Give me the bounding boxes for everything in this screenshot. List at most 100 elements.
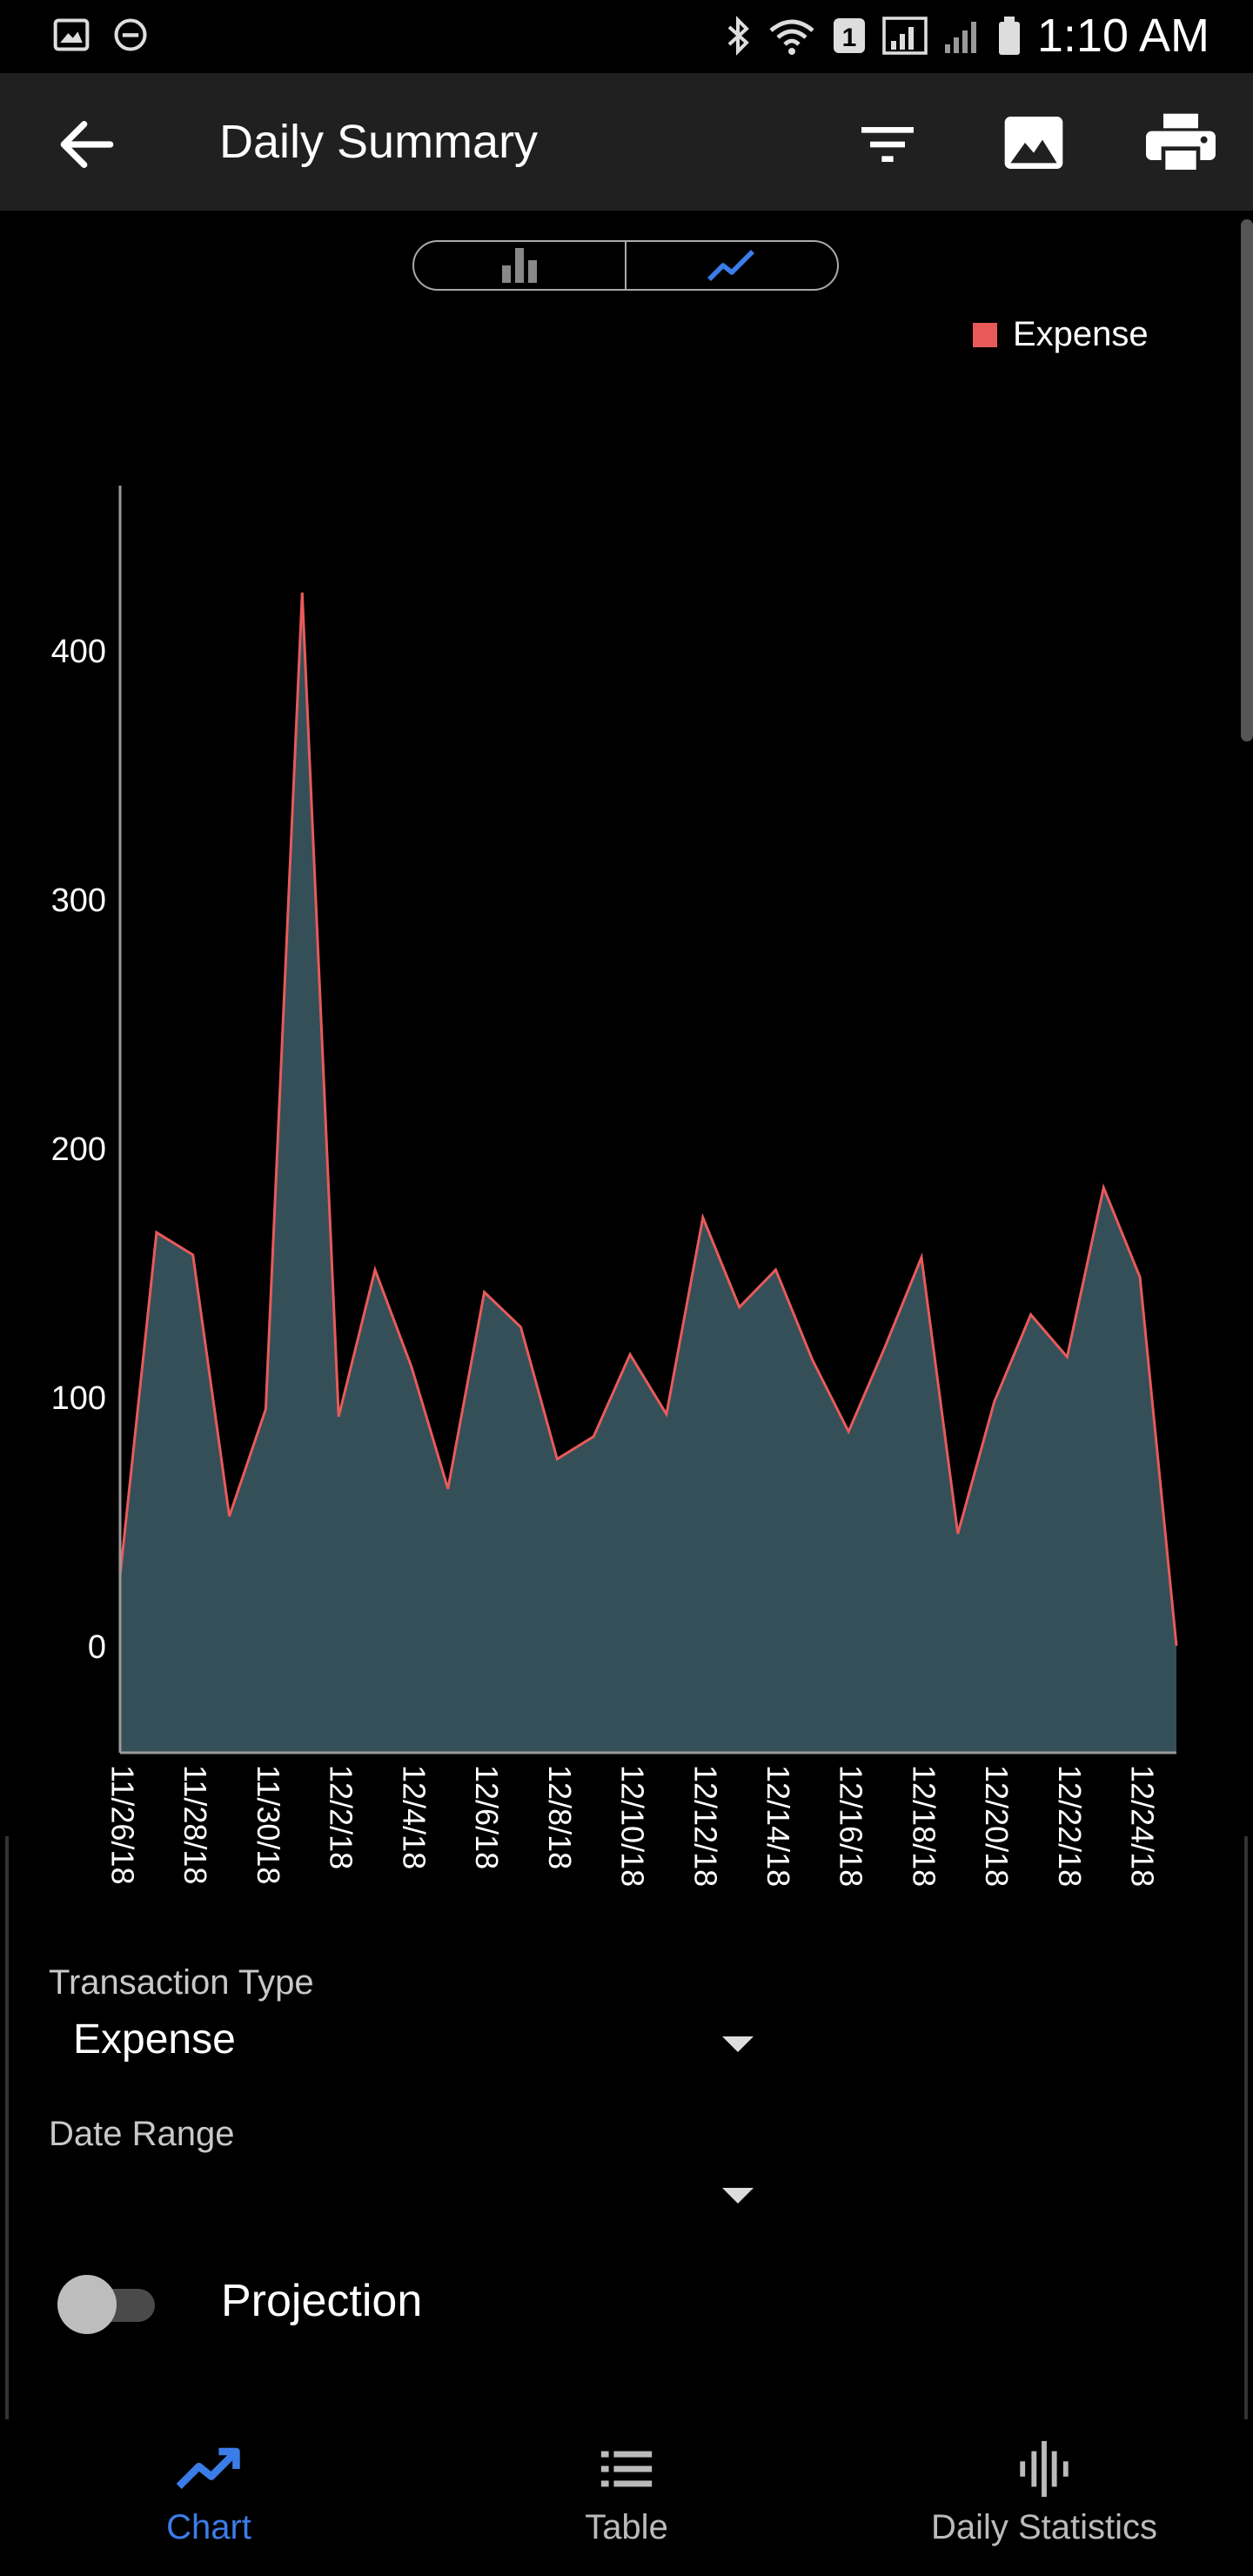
filter-button[interactable] <box>853 110 922 179</box>
arrow-left-icon <box>60 121 114 168</box>
x-tick-label: 12/20/18 <box>979 1765 1015 1887</box>
data-point <box>1176 1645 1177 1647</box>
projection-switch[interactable] <box>57 2271 158 2334</box>
bar-chart-icon <box>502 248 537 283</box>
bar-chart-toggle[interactable] <box>414 242 625 289</box>
y-tick-label: 100 <box>51 1380 106 1417</box>
x-tick-label: 11/26/18 <box>104 1765 140 1884</box>
data-point <box>447 1488 449 1490</box>
y-tick-label: 400 <box>51 634 106 670</box>
bluetooth-icon <box>727 16 749 56</box>
x-tick-label: 12/18/18 <box>906 1765 941 1887</box>
x-tick-label: 12/10/18 <box>615 1765 651 1887</box>
bottom-navigation: Chart Table Daily Statistics <box>0 2419 1253 2576</box>
data-point <box>374 1269 376 1271</box>
chevron-down-icon <box>722 2188 754 2204</box>
data-point <box>484 1291 486 1293</box>
x-tick-label: 12/6/18 <box>469 1765 505 1869</box>
nav-item-daily-statistics[interactable]: Daily Statistics <box>835 2419 1253 2576</box>
back-button[interactable] <box>52 110 122 179</box>
right-edge-rule <box>1244 1836 1248 2428</box>
status-notifications <box>52 16 150 54</box>
expense-area <box>120 593 1176 1753</box>
status-system: 1 1:10 AM <box>724 9 1209 63</box>
battery-icon <box>998 17 1020 55</box>
transaction-type-select[interactable]: Expense <box>49 2007 766 2076</box>
chart-type-toggle <box>412 240 839 291</box>
data-point <box>921 1257 922 1258</box>
x-tick-label: 11/30/18 <box>251 1765 286 1884</box>
signal-icon <box>882 17 928 55</box>
data-point <box>1030 1314 1032 1316</box>
switch-knob <box>57 2275 117 2334</box>
data-point <box>775 1269 776 1271</box>
save-image-button[interactable] <box>999 108 1069 178</box>
printer-icon <box>1146 113 1216 174</box>
data-point <box>1139 1277 1141 1278</box>
nav-label-table: Table <box>585 2508 668 2546</box>
data-point <box>520 1326 521 1328</box>
nav-label-chart: Chart <box>166 2508 251 2546</box>
data-point <box>994 1401 995 1403</box>
app-bar: Daily Summary <box>0 73 1253 211</box>
data-point <box>338 1416 339 1418</box>
status-bar: 1 1:10 AM <box>0 0 1253 73</box>
data-point <box>265 1408 266 1410</box>
sim-badge-icon: 1 <box>833 18 865 53</box>
x-tick-label: 12/4/18 <box>396 1765 432 1869</box>
data-point <box>301 592 303 594</box>
page-title: Daily Summary <box>219 116 539 168</box>
data-point <box>1066 1356 1068 1358</box>
x-tick-label: 12/12/18 <box>687 1765 723 1887</box>
gallery-notification-icon <box>53 18 90 51</box>
area-chart: 0 100 200 300 400 11/26/18 11/28/18 11/30/18 12/… <box>51 486 1178 1887</box>
data-point <box>739 1306 740 1308</box>
data-point <box>811 1358 813 1360</box>
list-icon <box>600 2451 653 2487</box>
x-tick-label: 11/28/18 <box>178 1765 213 1884</box>
transaction-type-label: Transaction Type <box>49 1963 314 2002</box>
data-point <box>1102 1187 1104 1189</box>
print-button[interactable] <box>1142 108 1220 178</box>
data-point <box>156 1231 157 1233</box>
nav-item-chart[interactable]: Chart <box>0 2419 418 2576</box>
x-tick-label: 12/16/18 <box>834 1765 869 1887</box>
waveform-icon <box>1020 2440 1069 2498</box>
filter-icon <box>861 127 914 162</box>
projection-label: Projection <box>221 2276 423 2326</box>
y-tick-label: 300 <box>51 882 106 919</box>
y-tick-label: 200 <box>51 1131 106 1168</box>
data-point <box>884 1346 886 1348</box>
scrollbar-thumb[interactable] <box>1241 219 1253 741</box>
x-tick-label: 12/22/18 <box>1052 1765 1088 1887</box>
trending-up-icon <box>176 2447 240 2490</box>
wifi-icon <box>769 19 814 55</box>
x-tick-label: 12/24/18 <box>1125 1765 1161 1887</box>
data-point <box>229 1515 231 1517</box>
date-range-select[interactable] <box>49 2158 766 2228</box>
signal-secondary-icon <box>944 22 976 53</box>
line-chart-icon <box>707 250 754 281</box>
data-point <box>411 1366 412 1368</box>
line-chart-toggle[interactable] <box>625 242 837 289</box>
nav-item-table[interactable]: Table <box>418 2419 835 2576</box>
left-edge-rule <box>5 1836 9 2428</box>
sim-badge-number: 1 <box>842 23 857 52</box>
nav-label-daily-statistics: Daily Statistics <box>930 2508 1158 2546</box>
legend-swatch-expense <box>973 322 997 347</box>
x-tick-label: 12/2/18 <box>324 1765 359 1869</box>
image-icon <box>1004 117 1063 169</box>
expense-line <box>118 592 1178 1647</box>
x-tick-label: 12/8/18 <box>542 1765 578 1869</box>
chevron-down-icon <box>722 2036 754 2052</box>
y-tick-label: 0 <box>88 1629 106 1666</box>
data-point <box>593 1436 594 1438</box>
date-range-label: Date Range <box>49 2115 235 2153</box>
legend-label-expense: Expense <box>1013 315 1149 353</box>
do-not-disturb-icon <box>114 18 147 51</box>
chart-legend: Expense <box>973 315 1149 354</box>
data-point <box>666 1413 667 1415</box>
data-point <box>957 1533 959 1534</box>
transaction-type-value: Expense <box>73 2016 236 2063</box>
